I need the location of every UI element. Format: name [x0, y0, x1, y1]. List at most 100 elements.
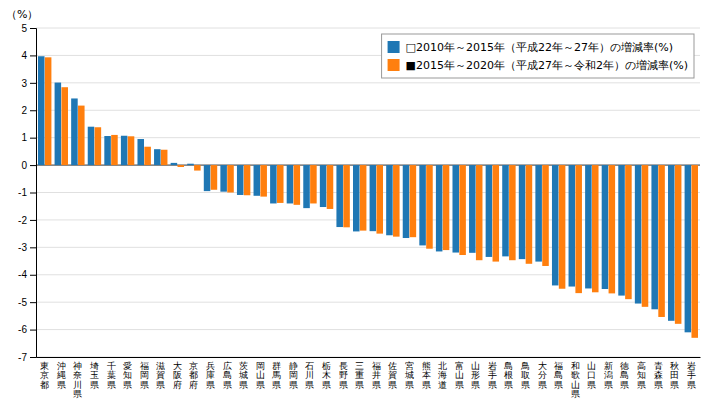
tick: 大阪府 — [173, 357, 182, 390]
bar — [353, 165, 360, 231]
tick: -3 — [18, 242, 36, 253]
tick: -5 — [18, 297, 36, 308]
grid-line — [36, 302, 700, 303]
tick-label: 長野県 — [339, 361, 348, 390]
bar — [486, 165, 493, 257]
bar — [244, 165, 251, 195]
tick: 4 — [21, 50, 36, 61]
tick-label: 青森県 — [654, 361, 663, 390]
tick: 福井県 — [372, 357, 381, 390]
tick: 3 — [21, 78, 36, 89]
bar — [685, 165, 692, 332]
tick: 岡山県 — [256, 357, 265, 390]
bar — [38, 56, 45, 165]
tick-label: 大阪府 — [173, 361, 182, 390]
tick: 兵庫県 — [206, 357, 215, 390]
tick-mark — [30, 220, 36, 221]
bar — [575, 165, 582, 293]
tick-label: 山形県 — [471, 361, 480, 390]
tick: 山形県 — [471, 357, 480, 390]
tick: 茨城県 — [238, 357, 248, 390]
tick: 神奈川県 — [73, 357, 82, 399]
bar — [459, 165, 466, 255]
tick-label: -5 — [18, 297, 27, 308]
bar — [277, 165, 284, 203]
tick: 徳島県 — [620, 357, 629, 390]
tick-label: 島根県 — [504, 361, 513, 390]
tick: 鳥取県 — [520, 357, 530, 390]
legend: □2010年～2015年（平成22年～27年）の増減率(%) ■2015年～202… — [382, 34, 694, 78]
legend-item: ■2015年～2020年（平成27年～令和2年）の増減率(%) — [388, 59, 688, 72]
grid — [36, 28, 700, 357]
tick-mark — [30, 247, 36, 248]
axis-title: （%） — [6, 8, 38, 21]
tick-label: 福岡県 — [140, 361, 149, 390]
bar — [270, 165, 277, 203]
tick-mark — [30, 165, 36, 166]
bar — [618, 165, 625, 296]
tick-label: 佐賀県 — [388, 361, 397, 390]
bar — [443, 165, 450, 250]
tick-mark — [30, 55, 36, 56]
plot: -7-6-5-4-3-2-1012345東京都沖縄県神奈川県埼玉県千葉県愛知県福… — [18, 23, 700, 400]
bar — [658, 165, 665, 317]
tick: 山口県 — [587, 357, 596, 390]
grid-line — [36, 28, 700, 29]
tick: 1 — [21, 132, 36, 143]
legend-frame — [382, 34, 694, 78]
bar — [104, 136, 111, 165]
bar — [602, 165, 609, 289]
y-axis: -7-6-5-4-3-2-1012345 — [18, 23, 36, 363]
tick: 和歌山県 — [571, 357, 580, 399]
bar — [71, 98, 78, 165]
legend-swatch — [388, 41, 400, 53]
bar-series — [45, 57, 698, 337]
tick: -7 — [18, 352, 36, 363]
tick-mark — [30, 330, 36, 331]
tick-label: 北海道 — [438, 361, 447, 390]
tick: 埼玉県 — [89, 357, 99, 390]
bar — [144, 147, 151, 165]
tick-mark — [30, 138, 36, 139]
legend-item: □2010年～2015年（平成22年～27年）の増減率(%) — [388, 41, 673, 54]
tick-label: 3 — [21, 78, 27, 89]
grid-line — [36, 329, 700, 330]
tick: 高知県 — [637, 357, 646, 390]
bar — [569, 165, 576, 286]
tick-label: 山口県 — [587, 361, 596, 390]
tick-label: 滋賀県 — [156, 361, 165, 390]
bar — [552, 165, 559, 285]
bar — [194, 165, 201, 170]
tick-label: 千葉県 — [107, 361, 116, 390]
tick: 島根県 — [504, 357, 513, 390]
bar — [526, 165, 533, 264]
tick-label: 鳥取県 — [520, 361, 530, 390]
tick-mark — [30, 357, 36, 358]
bar — [121, 136, 128, 165]
bar — [61, 87, 68, 165]
bar — [78, 106, 85, 165]
bar — [171, 163, 178, 165]
bar — [585, 165, 592, 288]
bars — [38, 56, 698, 338]
bar — [535, 165, 542, 262]
x-axis: 東京都沖縄県神奈川県埼玉県千葉県愛知県福岡県滋賀県大阪府京都府兵庫県広島県茨城県… — [37, 357, 701, 399]
bar — [493, 165, 500, 262]
tick: 栃木県 — [322, 357, 331, 390]
bar — [187, 164, 194, 165]
bar — [111, 135, 118, 165]
bar — [651, 165, 658, 309]
tick: 三重県 — [355, 357, 364, 390]
tick: 5 — [21, 23, 36, 34]
bar — [254, 165, 261, 196]
tick: 長野県 — [339, 357, 348, 390]
grid-line — [36, 274, 700, 275]
bar — [502, 165, 509, 256]
tick-label: 神奈川県 — [73, 361, 82, 399]
tick: 広島県 — [223, 357, 232, 390]
grid-line — [36, 357, 700, 358]
bar — [403, 165, 410, 238]
tick-label: 愛知県 — [123, 361, 132, 390]
bar — [161, 150, 168, 165]
bar — [469, 165, 476, 253]
